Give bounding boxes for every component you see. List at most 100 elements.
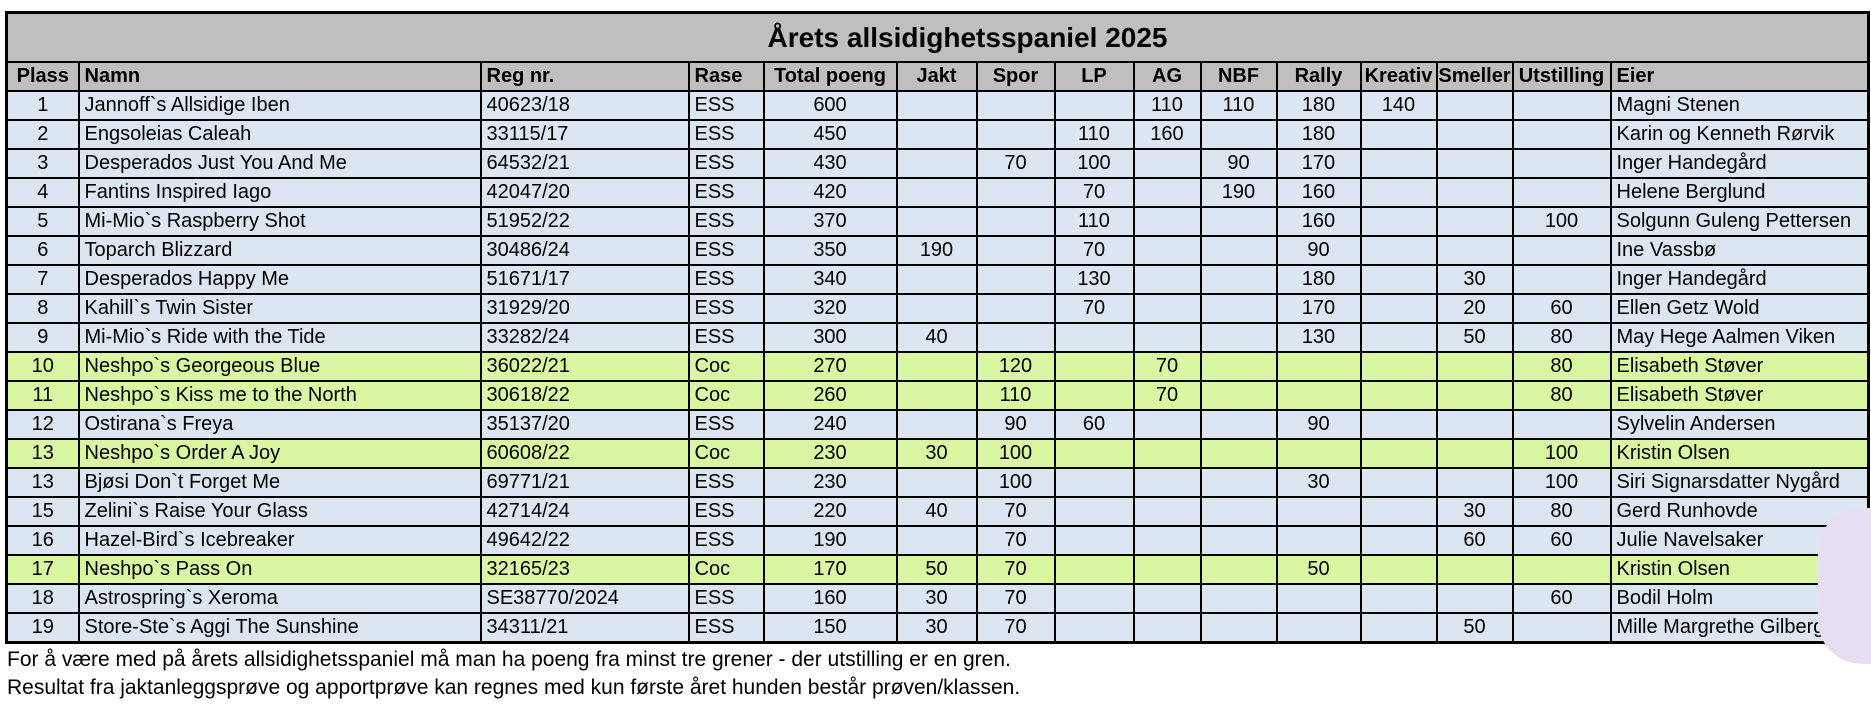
cell-plass: 8 <box>5 293 80 324</box>
cell-kreativ <box>1359 177 1438 208</box>
cell-rally <box>1275 380 1362 411</box>
cell-lp: 60 <box>1053 409 1135 440</box>
cell-total-poeng: 270 <box>762 351 898 382</box>
table-row: 3 Desperados Just You And Me 64532/21 ES… <box>5 148 1870 179</box>
table-row: 16 Hazel-Bird`s Icebreaker 49642/22 ESS … <box>5 525 1870 556</box>
table-row: 19 Store-Ste`s Aggi The Sunshine 34311/2… <box>5 612 1870 644</box>
table-row: 4 Fantins Inspired Iago 42047/20 ESS 420… <box>5 177 1870 208</box>
cell-nbf <box>1199 119 1278 150</box>
cell-ag: 110 <box>1132 90 1202 121</box>
footnotes: For å være med på årets allsidighetsspan… <box>5 646 1870 702</box>
cell-kreativ <box>1359 293 1438 324</box>
cell-rase: ESS <box>687 583 765 614</box>
cell-total-poeng: 220 <box>762 496 898 527</box>
cell-rally <box>1275 612 1362 644</box>
cell-lp: 130 <box>1053 264 1135 295</box>
results-table-body: 1 Jannoff`s Allsidige Iben 40623/18 ESS … <box>5 90 1870 644</box>
cell-jakt: 30 <box>895 612 978 644</box>
cell-ag: 160 <box>1132 119 1202 150</box>
cell-kreativ <box>1359 148 1438 179</box>
cell-smeller <box>1435 206 1514 237</box>
cell-total-poeng: 430 <box>762 148 898 179</box>
col-header-kreativ: Kreativ <box>1359 61 1438 92</box>
cell-reg-nr: 49642/22 <box>479 525 690 556</box>
table-row: 7 Desperados Happy Me 51671/17 ESS 340 1… <box>5 264 1870 295</box>
cell-ag <box>1132 264 1202 295</box>
cell-kreativ <box>1359 467 1438 498</box>
cell-utstilling <box>1511 554 1612 585</box>
cell-kreativ <box>1359 554 1438 585</box>
cell-reg-nr: 36022/21 <box>479 351 690 382</box>
cell-smeller: 50 <box>1435 322 1514 353</box>
cell-nbf: 190 <box>1199 177 1278 208</box>
cell-jakt: 30 <box>895 438 978 469</box>
cell-rase: ESS <box>687 467 765 498</box>
cell-lp <box>1053 438 1135 469</box>
cell-eier: Elisabeth Støver <box>1609 351 1870 382</box>
cell-reg-nr: 34311/21 <box>479 612 690 644</box>
cell-smeller <box>1435 380 1514 411</box>
cell-nbf <box>1199 264 1278 295</box>
cell-spor: 70 <box>975 496 1056 527</box>
cell-rase: ESS <box>687 119 765 150</box>
cell-utstilling <box>1511 119 1612 150</box>
cell-lp <box>1053 496 1135 527</box>
cell-total-poeng: 420 <box>762 177 898 208</box>
cell-nbf: 110 <box>1199 90 1278 121</box>
cell-spor: 70 <box>975 148 1056 179</box>
cell-nbf <box>1199 409 1278 440</box>
cell-eier: Gerd Runhovde <box>1609 496 1870 527</box>
cell-ag <box>1132 235 1202 266</box>
cell-eier: Magni Stenen <box>1609 90 1870 121</box>
cell-kreativ: 140 <box>1359 90 1438 121</box>
cell-smeller <box>1435 235 1514 266</box>
cell-jakt: 40 <box>895 322 978 353</box>
cell-plass: 18 <box>5 583 80 614</box>
cell-plass: 5 <box>5 206 80 237</box>
cell-utstilling <box>1511 612 1612 644</box>
cell-rase: ESS <box>687 496 765 527</box>
cell-rally: 160 <box>1275 177 1362 208</box>
col-header-rally: Rally <box>1275 61 1362 92</box>
col-header-namn: Namn <box>77 61 482 92</box>
cell-reg-nr: 42714/24 <box>479 496 690 527</box>
cell-utstilling: 100 <box>1511 206 1612 237</box>
cell-rally: 180 <box>1275 90 1362 121</box>
cell-plass: 19 <box>5 612 80 644</box>
cell-plass: 15 <box>5 496 80 527</box>
cell-spor: 70 <box>975 583 1056 614</box>
cell-kreativ <box>1359 409 1438 440</box>
table-row: 5 Mi-Mio`s Raspberry Shot 51952/22 ESS 3… <box>5 206 1870 237</box>
cell-rase: ESS <box>687 90 765 121</box>
cell-rase: ESS <box>687 206 765 237</box>
cell-jakt <box>895 380 978 411</box>
cell-kreativ <box>1359 322 1438 353</box>
table-row: 10 Neshpo`s Georgeous Blue 36022/21 Coc … <box>5 351 1870 382</box>
cell-lp <box>1053 525 1135 556</box>
cell-spor: 100 <box>975 438 1056 469</box>
cell-namn: Toparch Blizzard <box>77 235 482 266</box>
table-row: 13 Bjøsi Don`t Forget Me 69771/21 ESS 23… <box>5 467 1870 498</box>
cell-nbf <box>1199 467 1278 498</box>
cell-kreativ <box>1359 525 1438 556</box>
cell-jakt: 50 <box>895 554 978 585</box>
cell-total-poeng: 160 <box>762 583 898 614</box>
cell-smeller: 30 <box>1435 264 1514 295</box>
cell-rally <box>1275 496 1362 527</box>
cell-reg-nr: SE38770/2024 <box>479 583 690 614</box>
cell-jakt <box>895 148 978 179</box>
cell-rally: 170 <box>1275 148 1362 179</box>
cell-smeller <box>1435 583 1514 614</box>
cell-spor <box>975 293 1056 324</box>
cell-ag <box>1132 583 1202 614</box>
col-header-nbf: NBF <box>1199 61 1278 92</box>
cell-smeller <box>1435 438 1514 469</box>
cell-eier: Karin og Kenneth Rørvik <box>1609 119 1870 150</box>
cell-reg-nr: 40623/18 <box>479 90 690 121</box>
cell-lp <box>1053 90 1135 121</box>
cell-utstilling <box>1511 235 1612 266</box>
cell-lp <box>1053 322 1135 353</box>
title-row: Årets allsidighetsspaniel 2025 <box>5 11 1870 63</box>
cell-nbf <box>1199 554 1278 585</box>
table-row: 18 Astrospring`s Xeroma SE38770/2024 ESS… <box>5 583 1870 614</box>
